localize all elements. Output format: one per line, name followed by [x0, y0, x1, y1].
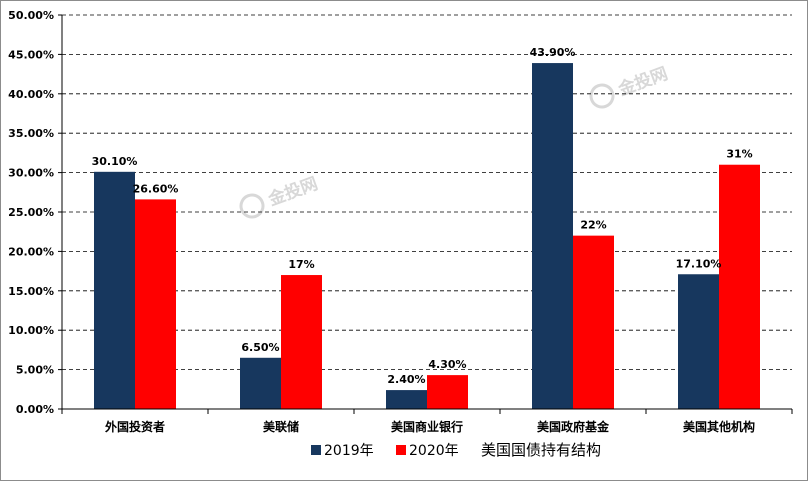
watermark-text: 金投网 — [265, 173, 321, 211]
chart-title: 美国国债持有结构 — [481, 441, 601, 459]
legend-swatch — [311, 445, 321, 455]
data-label: 2.40% — [387, 373, 425, 386]
data-label: 31% — [726, 148, 752, 161]
bar-series-2 — [427, 375, 468, 409]
bar-series-2 — [281, 275, 322, 409]
watermark-logo-icon — [589, 83, 615, 109]
legend-swatch — [396, 445, 406, 455]
data-label: 43.90% — [530, 46, 576, 59]
y-tick-label: 35.00% — [8, 127, 54, 140]
axes — [61, 15, 793, 414]
y-tick-label: 50.00% — [8, 9, 54, 22]
watermark: 金投网 金投网 — [239, 63, 671, 219]
data-label: 22% — [580, 219, 606, 232]
data-label: 6.50% — [241, 341, 279, 354]
legend-label: 2020年 — [409, 443, 459, 459]
bar-series-2 — [719, 164, 760, 409]
data-label: 26.60% — [133, 182, 179, 195]
category-labels: 外国投资者 美联储 美国商业银行 美国政府基金 美国其他机构 — [105, 419, 755, 434]
y-tick-label: 0.00% — [16, 403, 54, 416]
bar-series-1 — [386, 390, 427, 409]
watermark-text: 金投网 — [615, 63, 671, 101]
y-axis-ticks: 0.00% 5.00% 10.00% 15.00% 20.00% 25.00% 30.00%… — [8, 9, 62, 416]
category-label: 外国投资者 — [105, 419, 165, 434]
y-tick-label: 45.00% — [8, 48, 54, 61]
data-label: 17.10% — [676, 257, 722, 270]
data-label: 30.10% — [92, 155, 138, 168]
y-tick-label: 25.00% — [8, 206, 54, 219]
bar-series-1 — [94, 171, 135, 409]
legend: 2019年 2020年 美国国债持有结构 — [311, 441, 601, 459]
y-tick-label: 30.00% — [8, 167, 54, 180]
y-tick-label: 10.00% — [8, 324, 54, 337]
data-label: 4.30% — [428, 358, 466, 371]
bar-series-1 — [532, 63, 573, 410]
category-label: 美国商业银行 — [391, 419, 463, 434]
data-label: 17% — [288, 258, 314, 271]
watermark-logo-icon — [239, 193, 265, 219]
bar-series-1 — [678, 274, 719, 409]
bar-series-2 — [135, 199, 176, 409]
bars — [94, 63, 760, 410]
y-tick-label: 5.00% — [16, 364, 54, 377]
category-label: 美联储 — [263, 419, 299, 434]
data-labels: 30.10% 26.60% 6.50% 17% 2.40%4.30% 43.90% 22% 1… — [92, 46, 753, 386]
gridlines — [62, 14, 792, 371]
legend-label: 2019年 — [324, 443, 374, 459]
y-tick-label: 40.00% — [8, 88, 54, 101]
category-label: 美国其他机构 — [683, 419, 755, 434]
category-label: 美国政府基金 — [537, 419, 610, 434]
y-tick-label: 15.00% — [8, 285, 54, 298]
y-tick-label: 20.00% — [8, 245, 54, 258]
bar-series-2 — [573, 235, 614, 409]
bar-series-1 — [240, 357, 281, 409]
